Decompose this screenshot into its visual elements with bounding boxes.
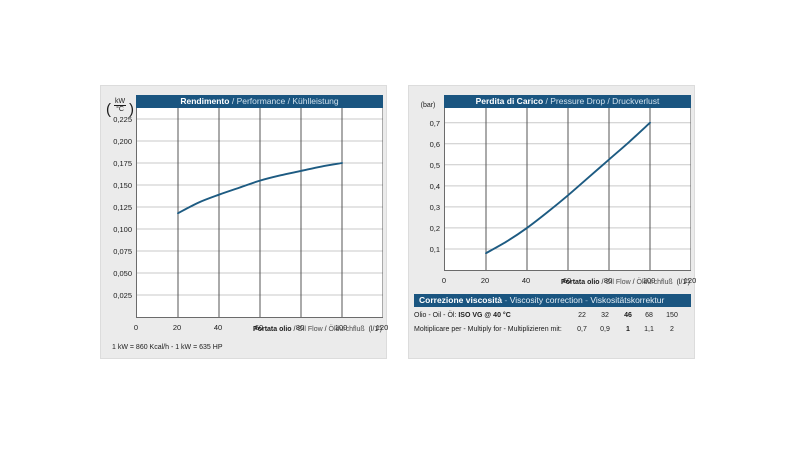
performance-x-axis-title: Portata olio / Oil Flow / Öldurchfluß (l… (196, 326, 382, 333)
performance-ytick-2: 0,075 (113, 247, 132, 256)
performance-title-sep2: / (285, 96, 293, 106)
viscosity-iso-label-plain: Olio - Oil - Öl: (414, 312, 459, 319)
performance-ytick-1: 0,050 (113, 269, 132, 278)
viscosity-iso-grade-32: 32 (601, 312, 609, 319)
pressure-x-axis-title: Portata olio / Oil Flow / Öldurchfluß (l… (504, 279, 690, 286)
pressure-title-sep1: / (543, 96, 551, 106)
viscosity-row-multiplier-label: Moltiplicare per - Multiply for - Multip… (414, 326, 562, 333)
performance-xtick-1: 20 (172, 323, 182, 332)
viscosity-title-en: Viscosity correction (509, 295, 583, 305)
pressure-drop-plot-svg (445, 108, 691, 270)
viscosity-iso-grade-68: 68 (645, 312, 653, 319)
performance-ytick-0: 0,025 (113, 291, 132, 300)
pressure-drop-ytick-5: 0,6 (429, 139, 440, 149)
pressure-drop-ytick-3: 0,4 (429, 181, 440, 191)
viscosity-multiplier-1: 0,9 (600, 326, 610, 333)
performance-xtitle-en: Oil Flow (297, 326, 323, 333)
performance-title-it: Rendimento (180, 96, 230, 106)
viscosity-iso-grade-150: 150 (666, 312, 678, 319)
performance-xtitle-de: Öldurchfluß (328, 326, 365, 333)
performance-ytick-5: 0,150 (113, 181, 132, 190)
performance-xtick-5: 100 (334, 323, 348, 332)
pressure-title-en: Pressure Drop (550, 96, 606, 106)
performance-y-unit: (kW °C) (105, 98, 135, 118)
performance-chart-panel: (kW °C) Rendimento / Performance / Kühlle… (100, 85, 388, 359)
performance-ytick-4: 0,125 (113, 203, 132, 212)
performance-ytick-3: 0,100 (113, 225, 132, 234)
pressure-xtitle-de: Öldurchfluß (636, 279, 673, 286)
performance-xtitle-sep2: / (322, 326, 329, 333)
performance-plot-area (136, 108, 383, 318)
performance-xtick-6: 120 (375, 323, 389, 332)
viscosity-row-iso-label: Olio - Oil - Öl: ISO VG @ 40 °C (414, 312, 511, 319)
performance-xtitle-unit: (l/1') (368, 326, 382, 333)
viscosity-iso-label-bold: ISO VG @ 40 °C (458, 312, 511, 319)
viscosity-title-sep1: - (502, 295, 510, 305)
viscosity-title-sep2: - (582, 295, 591, 305)
performance-ytick-6: 0,175 (113, 159, 132, 168)
performance-plot-svg (137, 108, 383, 317)
performance-xtick-3: 60 (254, 323, 264, 332)
viscosity-multiplier-4: 2 (670, 326, 674, 333)
pressure-drop-ytick-1: 0,2 (429, 223, 440, 233)
pressure-drop-chart-title: Perdita di Carico / Pressure Drop / Druc… (444, 95, 691, 108)
performance-xtick-0: 0 (133, 323, 139, 332)
performance-xtitle-sep1: / (291, 326, 298, 333)
pressure-xtitle-it: Portata olio (561, 279, 600, 286)
pressure-drop-ytick-2: 0,3 (429, 202, 440, 212)
performance-y-unit-denominator: °C (116, 106, 124, 114)
pressure-drop-xtick-0: 0 (441, 276, 447, 285)
performance-chart-title: Rendimento / Performance / Kühlleistung (136, 95, 383, 108)
pressure-drop-panel: (bar) Perdita di Carico / Pressure Drop … (408, 85, 696, 359)
viscosity-title-it: Correzione viscosità (419, 295, 503, 305)
pressure-xtitle-sep2: / (630, 279, 637, 286)
performance-title-en: Performance (236, 96, 286, 106)
pressure-title-it: Perdita di Carico (475, 96, 544, 106)
conversion-footnote: 1 kW = 860 Kcal/h - 1 kW = 635 HP (112, 344, 223, 351)
performance-title-sep1: / (229, 96, 237, 106)
performance-xtick-2: 40 (213, 323, 223, 332)
viscosity-iso-grade-46: 46 (624, 312, 632, 319)
pressure-drop-plot-area (444, 108, 691, 271)
pressure-drop-ytick-6: 0,7 (429, 118, 440, 128)
pressure-drop-xtick-5: 100 (642, 276, 656, 285)
pressure-xtitle-sep1: / (599, 279, 606, 286)
pressure-title-sep2: / (605, 96, 613, 106)
pressure-drop-xtick-3: 60 (562, 276, 572, 285)
performance-title-de: Kühlleistung (292, 96, 339, 106)
viscosity-multiplier-2: 1 (626, 326, 630, 333)
viscosity-multiplier-0: 0,7 (577, 326, 587, 333)
pressure-title-de: Druckverlust (612, 96, 660, 106)
pressure-y-unit: (bar) (420, 102, 436, 109)
performance-ytick-7: 0,200 (113, 137, 132, 146)
pressure-drop-xtick-6: 120 (683, 276, 697, 285)
pressure-xtitle-unit: (l/1') (676, 279, 690, 286)
pressure-drop-ytick-0: 0,1 (429, 244, 440, 254)
pressure-drop-xtick-2: 40 (521, 276, 531, 285)
viscosity-iso-grade-22: 22 (578, 312, 586, 319)
pressure-xtitle-en: Oil Flow (605, 279, 631, 286)
performance-y-unit-numerator: kW (113, 98, 127, 107)
pressure-drop-xtick-1: 20 (480, 276, 490, 285)
viscosity-multiplier-3: 1,1 (644, 326, 654, 333)
performance-xtick-4: 80 (295, 323, 305, 332)
viscosity-title-de: Viskositätskorrektur (590, 295, 665, 305)
viscosity-correction-title: Correzione viscosità - Viscosity correct… (414, 294, 691, 307)
performance-ytick-8: 0,225 (113, 115, 132, 124)
pressure-drop-ytick-4: 0,5 (429, 160, 440, 170)
pressure-drop-xtick-4: 80 (603, 276, 613, 285)
performance-xtitle-it: Portata olio (253, 326, 292, 333)
